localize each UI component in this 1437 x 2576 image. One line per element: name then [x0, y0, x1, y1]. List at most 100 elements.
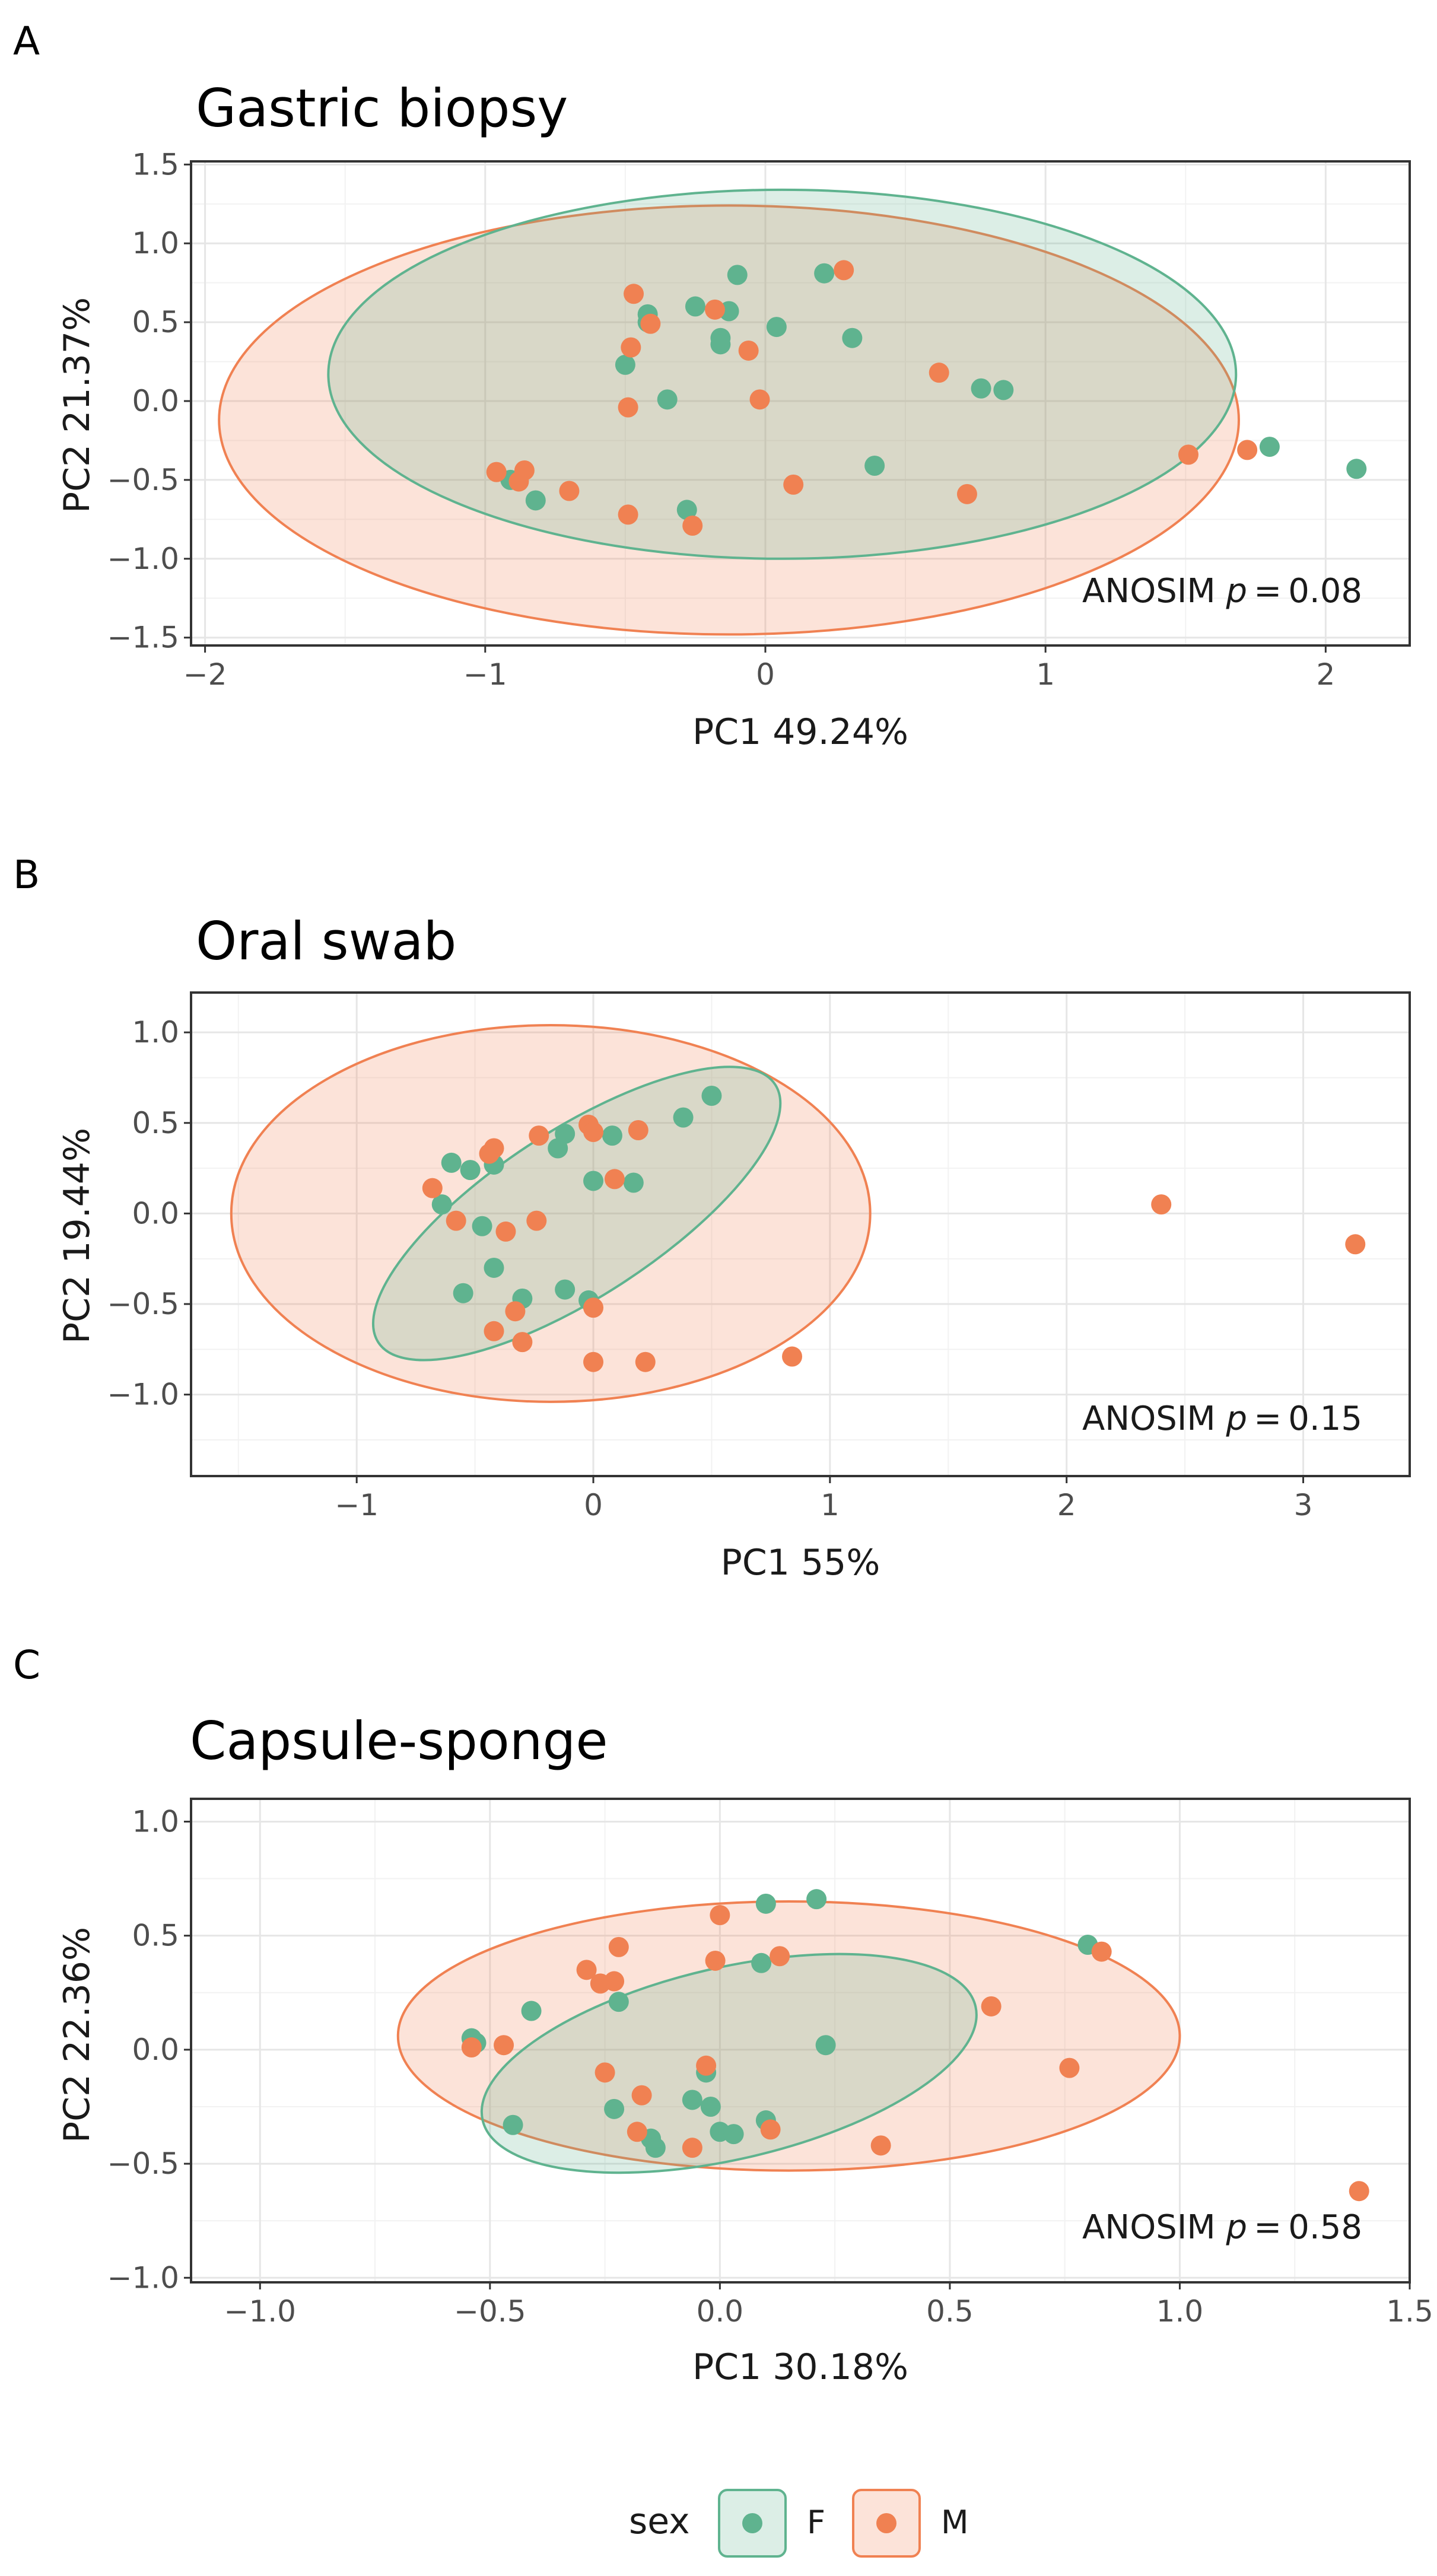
x-tick-label: 1.5: [1386, 2294, 1433, 2329]
point-m: [705, 1950, 726, 1971]
point-m: [783, 474, 804, 495]
panel-title: Gastric biopsy: [196, 78, 568, 139]
point-m: [704, 299, 725, 320]
point-m: [682, 2138, 702, 2158]
x-tick-label: 2: [1057, 1488, 1076, 1522]
y-tick-label: 1.5: [132, 147, 179, 182]
point-f: [864, 455, 885, 476]
point-m: [710, 1905, 730, 1926]
point-m: [608, 1936, 629, 1957]
x-tick-label: −1.0: [224, 2294, 296, 2329]
point-m: [494, 2035, 514, 2056]
legend-item-f: F: [718, 2489, 825, 2558]
ellipse-f: [327, 188, 1238, 560]
y-tick-label: 0.5: [132, 1106, 179, 1140]
point-f: [700, 2096, 721, 2117]
point-m: [749, 389, 770, 410]
point-m: [640, 313, 661, 334]
panel-title: Oral swab: [196, 911, 456, 972]
x-tick-label: 3: [1294, 1488, 1313, 1522]
point-f: [453, 1283, 473, 1303]
anosim-prefix: ANOSIM: [1082, 572, 1226, 610]
points-layer: [486, 260, 1367, 536]
point-f: [673, 1107, 694, 1128]
anosim-value: = 0.58: [1247, 2208, 1362, 2247]
y-tick-label: 1.0: [132, 1804, 179, 1839]
anosim-annotation: ANOSIM p = 0.58: [1082, 2208, 1362, 2247]
point-f: [755, 1893, 776, 1914]
legend-label-f: F: [807, 2504, 825, 2541]
point-m: [576, 1960, 597, 1980]
point-m: [1151, 1194, 1172, 1215]
panel-letter: C: [13, 1642, 40, 1688]
point-m: [594, 2062, 615, 2083]
anosim-value: = 0.15: [1247, 1400, 1362, 1438]
y-tick-label: 0.0: [132, 384, 179, 418]
point-m: [486, 462, 507, 482]
y-tick-label: −1.5: [107, 621, 179, 655]
point-m: [738, 340, 759, 361]
point-f: [645, 2138, 666, 2158]
point-m: [782, 1346, 803, 1367]
point-m: [834, 260, 854, 281]
point-m: [870, 2135, 891, 2156]
point-f: [710, 334, 731, 355]
point-m: [618, 397, 638, 418]
point-f: [993, 380, 1014, 400]
point-m: [627, 2122, 647, 2142]
x-tick-label: −2: [183, 657, 227, 692]
point-f: [503, 2114, 523, 2135]
plot-border: [190, 991, 1411, 1477]
ellipse-layer: [218, 188, 1240, 636]
point-m: [526, 1210, 547, 1231]
point-m: [446, 1210, 466, 1231]
x-axis-label: PC1 30.18%: [692, 2346, 908, 2388]
ellipse-layer: [230, 1023, 872, 1403]
point-f: [484, 1257, 504, 1278]
point-f: [521, 2001, 542, 2021]
point-m: [529, 1125, 549, 1146]
point-f: [608, 1992, 629, 2012]
x-tick-label: 0.5: [926, 2294, 974, 2329]
y-axis-label: PC2 19.44%: [56, 1128, 98, 1344]
y-tick-label: −1.0: [107, 1378, 179, 1412]
point-m: [682, 515, 703, 536]
anosim-prefix: ANOSIM: [1082, 1400, 1226, 1438]
point-f: [583, 1171, 604, 1191]
point-m: [495, 1221, 516, 1242]
x-axis-label: PC1 55%: [721, 1542, 880, 1583]
point-m: [484, 1321, 504, 1341]
plot-background: [191, 993, 1410, 1476]
y-tick-label: −1.0: [107, 542, 179, 576]
panel-letter: B: [13, 852, 40, 898]
legend-title: sex: [629, 2501, 690, 2542]
ellipse-m: [218, 204, 1240, 636]
point-m: [696, 2055, 717, 2076]
point-f: [460, 1160, 481, 1181]
panel-title: Capsule-sponge: [190, 1710, 608, 1772]
y-tick-label: 0.5: [132, 1919, 179, 1953]
point-m: [1349, 2181, 1369, 2202]
point-f: [602, 1125, 622, 1146]
point-m: [631, 2085, 652, 2106]
anosim-annotation: ANOSIM p = 0.08: [1082, 572, 1362, 610]
point-f: [682, 2090, 702, 2110]
point-f: [766, 317, 787, 338]
point-m: [1091, 1941, 1112, 1962]
point-m: [628, 1120, 648, 1140]
point-m: [770, 1946, 790, 1967]
point-f: [1259, 437, 1280, 457]
point-f: [555, 1279, 576, 1300]
points-layer: [422, 1085, 1366, 1372]
panel-a: A Gastric biopsy PC1 49.24% PC2 21.37% −…: [13, 18, 1411, 753]
panel-c: C Capsule-sponge PC1 30.18% PC2 22.36% −…: [13, 1642, 1433, 2388]
point-f: [971, 378, 991, 399]
point-f: [615, 354, 635, 375]
point-m: [604, 1169, 625, 1190]
legend-item-m: M: [852, 2489, 969, 2558]
point-f: [723, 2124, 744, 2145]
ellipse-m: [230, 1023, 872, 1403]
x-axis-label: PC1 49.24%: [692, 711, 908, 753]
points-layer: [461, 1889, 1369, 2202]
